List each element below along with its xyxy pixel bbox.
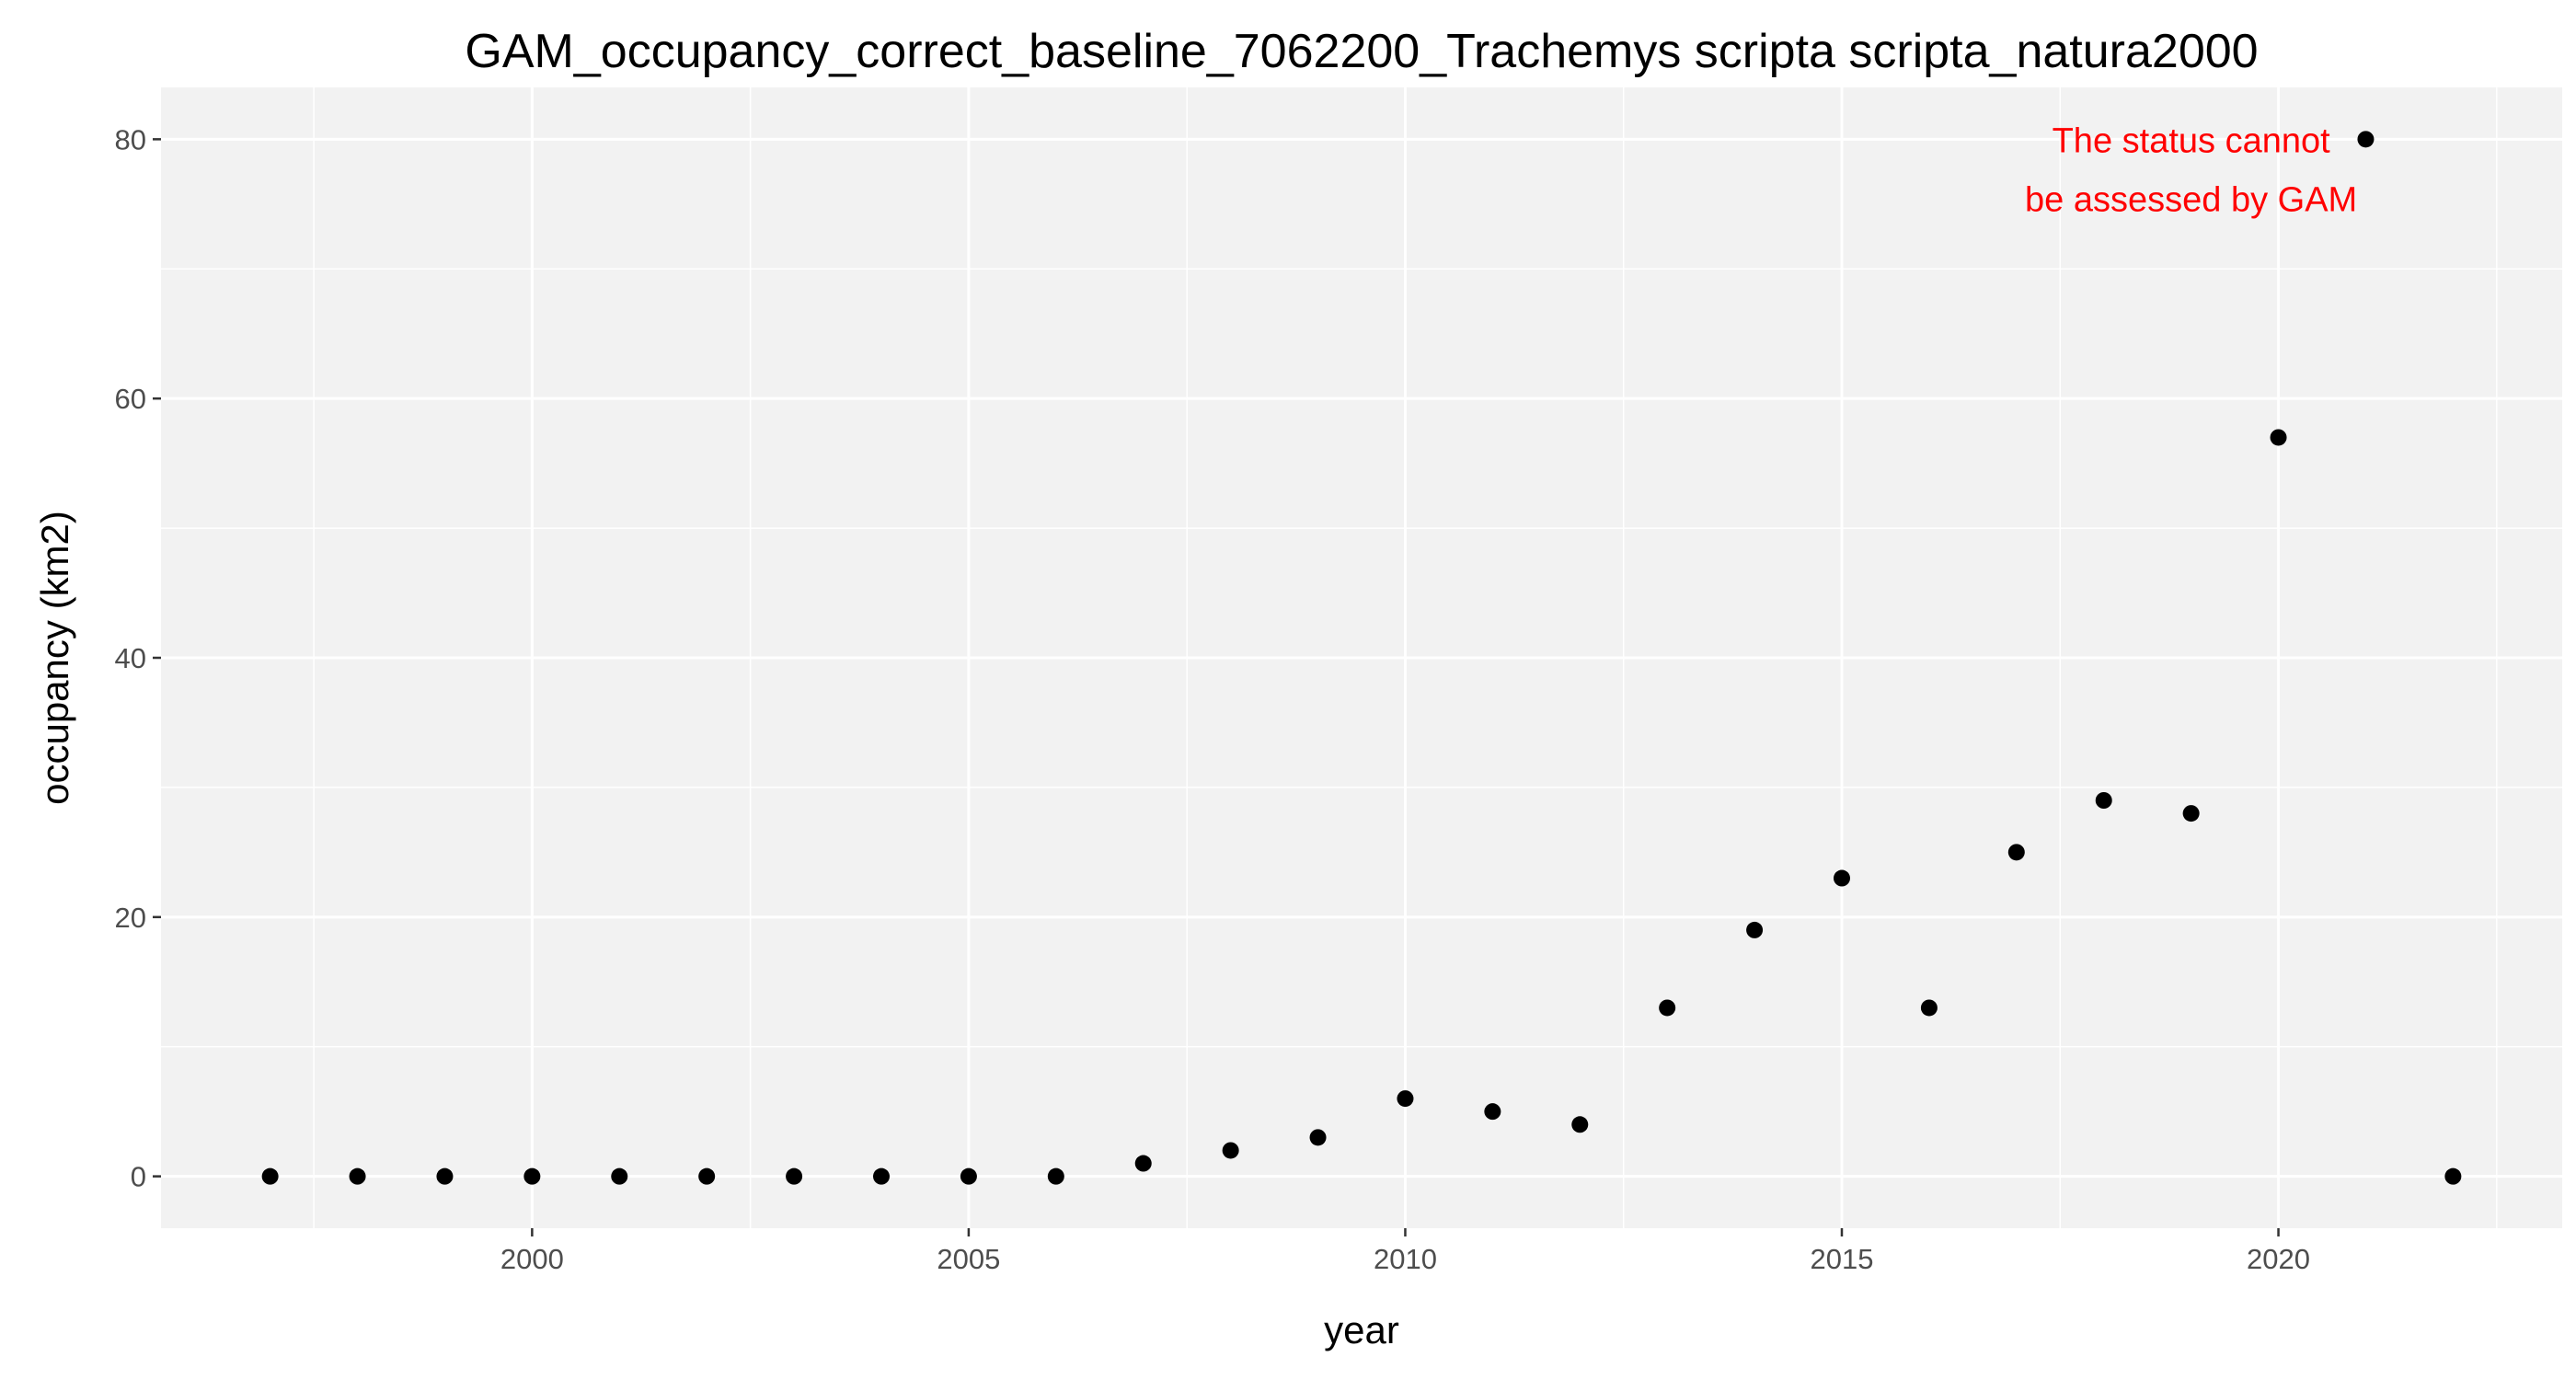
data-point (1134, 1155, 1152, 1172)
annotation: The status cannot be assessed by GAM (2025, 121, 2357, 219)
data-points (261, 131, 2462, 1185)
data-point (2182, 805, 2200, 822)
data-point (1222, 1142, 1239, 1159)
y-tick-label: 80 (115, 123, 146, 155)
grid-major (161, 87, 2562, 1228)
data-point (436, 1167, 454, 1185)
data-point (698, 1167, 716, 1185)
data-point (786, 1167, 803, 1185)
data-point (1571, 1116, 1589, 1133)
y-tick-label: 0 (131, 1161, 146, 1193)
data-point (523, 1167, 541, 1185)
data-point (2444, 1167, 2462, 1185)
data-point (873, 1167, 890, 1185)
chart-title: GAM_occupancy_correct_baseline_7062200_T… (465, 25, 2258, 78)
x-tick-label: 2020 (2247, 1243, 2310, 1275)
data-point (1484, 1103, 1501, 1121)
data-point (1834, 869, 1850, 887)
x-tick-label: 2010 (1374, 1243, 1437, 1275)
x-tick-label: 2005 (937, 1243, 1000, 1275)
y-axis: 0 20 40 60 80 (115, 123, 161, 1193)
y-tick-label: 60 (115, 383, 146, 415)
data-point (261, 1167, 279, 1185)
data-point (611, 1167, 628, 1185)
data-point (1397, 1090, 1414, 1108)
annotation-line: The status cannot (2053, 121, 2331, 160)
data-point (2270, 429, 2287, 446)
data-point (1746, 921, 1764, 938)
data-point (2095, 792, 2112, 809)
x-axis: 2000 2005 2010 2015 2020 (500, 1228, 2310, 1275)
data-point (2357, 131, 2375, 148)
data-point (1047, 1167, 1064, 1185)
y-axis-title: occupancy (km2) (33, 511, 76, 805)
annotation-text: The status cannot be assessed by GAM (2025, 121, 2357, 219)
data-point (1920, 999, 1938, 1017)
x-tick-label: 2015 (1811, 1243, 1874, 1275)
data-point (1659, 999, 1676, 1017)
data-point (1309, 1129, 1327, 1146)
data-point (960, 1167, 977, 1185)
data-point (2007, 844, 2025, 861)
x-axis-title: year (1324, 1308, 1399, 1351)
y-tick-label: 40 (115, 642, 146, 674)
y-tick-label: 20 (115, 902, 146, 934)
data-point (349, 1167, 366, 1185)
annotation-line: be assessed by GAM (2025, 180, 2357, 219)
x-tick-label: 2000 (500, 1243, 564, 1275)
